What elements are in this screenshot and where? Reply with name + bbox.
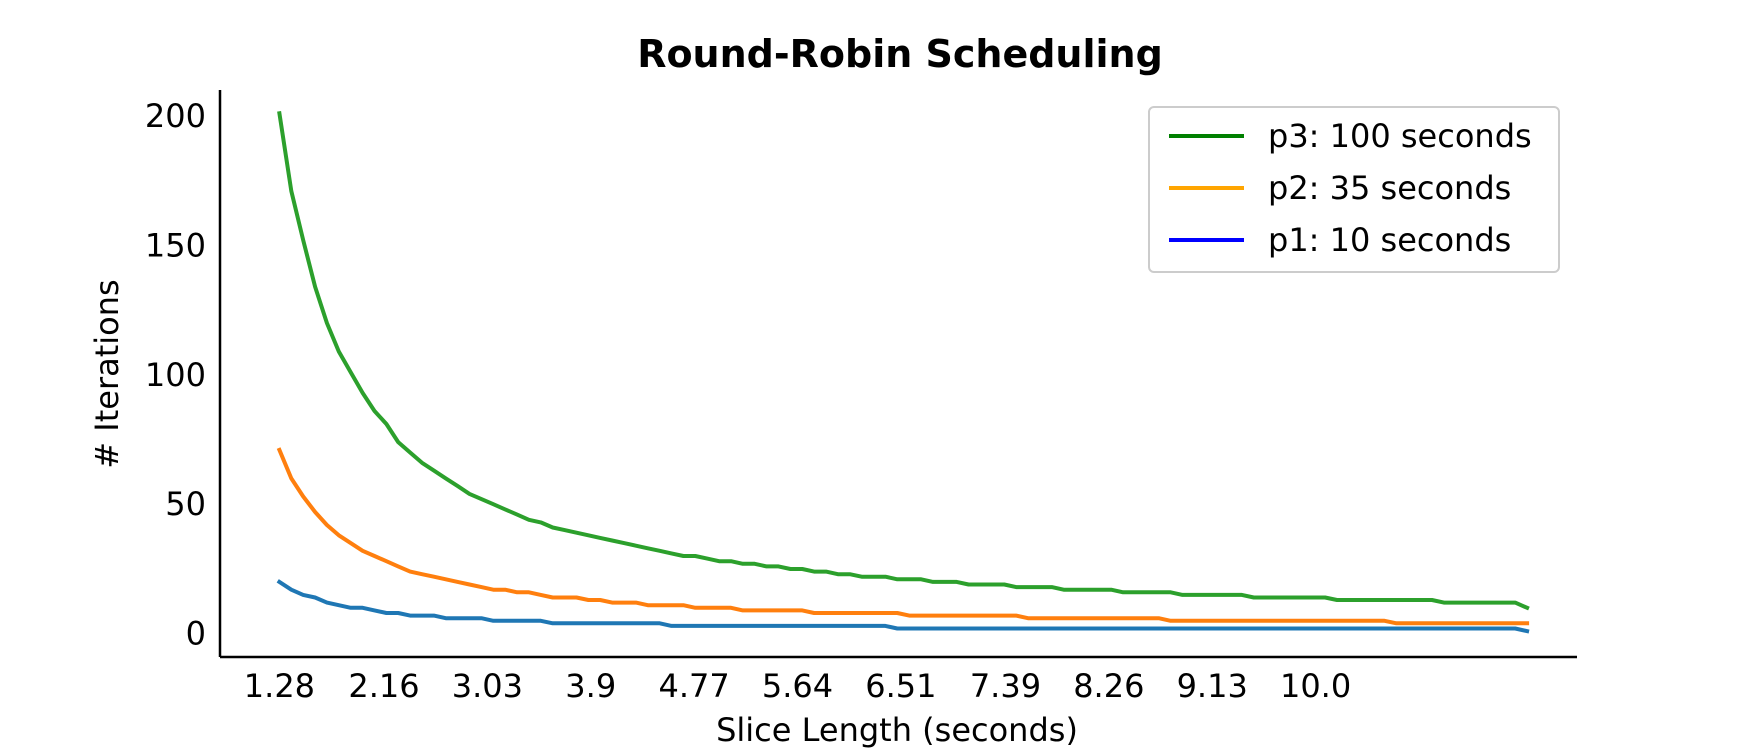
x-tick-label: 10.0 (1280, 667, 1351, 705)
series-line-1 (276, 447, 1530, 626)
legend-label-0: p3: 100 seconds (1268, 117, 1532, 155)
y-tick-label: 150 (145, 226, 206, 264)
x-tick-label: 7.39 (970, 667, 1041, 705)
y-tick-label: 200 (145, 97, 206, 135)
y-tick-labels: 0 50 100 150 200 (145, 97, 206, 653)
series-line-0 (277, 111, 1530, 611)
x-tick-label: 2.16 (348, 667, 419, 705)
x-tick-label: 4.77 (658, 667, 729, 705)
legend: p3: 100 seconds p2: 35 seconds p1: 10 seco… (1148, 106, 1560, 273)
x-tick-label: 1.28 (244, 667, 315, 705)
y-tick-label: 100 (145, 356, 206, 394)
legend-label-2: p1: 10 seconds (1268, 221, 1511, 259)
chart-title: Round-Robin Scheduling (637, 32, 1163, 76)
y-tick-label: 50 (165, 485, 206, 523)
y-axis-label: # Iterations (88, 279, 126, 468)
series-layer (276, 111, 1530, 634)
x-tick-label: 9.13 (1177, 667, 1248, 705)
x-tick-label: 8.26 (1073, 667, 1144, 705)
legend-frame (1148, 106, 1560, 273)
y-tick-label: 0 (186, 615, 206, 653)
x-tick-label: 5.64 (762, 667, 833, 705)
x-tick-label: 6.51 (865, 667, 936, 705)
x-tick-label: 3.03 (452, 667, 523, 705)
legend-label-1: p2: 35 seconds (1268, 169, 1511, 207)
x-tick-label: 3.9 (565, 667, 616, 705)
series-line-2 (276, 579, 1530, 634)
x-axis-label: Slice Length (seconds) (716, 711, 1078, 749)
x-tick-labels: 1.28 2.16 3.03 3.9 4.77 5.64 6.51 7.39 8.26 9.13 1… (244, 667, 1351, 705)
